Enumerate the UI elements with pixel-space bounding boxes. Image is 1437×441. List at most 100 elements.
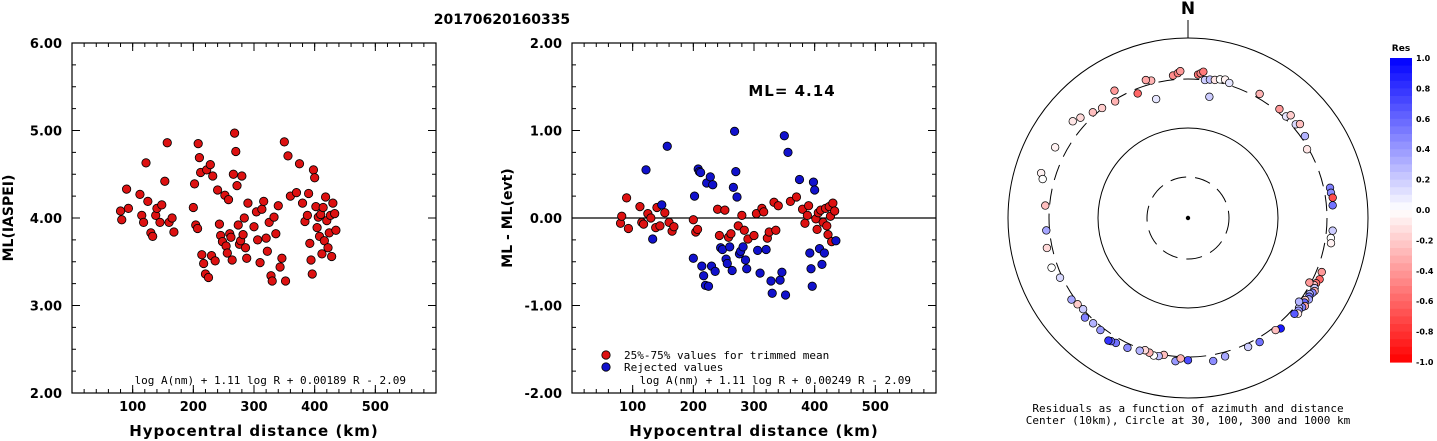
accepted-point: [749, 230, 759, 241]
rejected-point: [805, 248, 815, 258]
polar-caption-line2: Center (10km), Circle at 30, 100, 300 an…: [1026, 414, 1351, 427]
x-tick-label: 400: [801, 400, 828, 415]
colorbar-cell: [1390, 278, 1412, 287]
station-point: [261, 233, 271, 243]
station-point: [157, 200, 167, 210]
p2-x-ticks: 100 200 300 400 500: [571, 43, 937, 415]
colorbar-cell: [1390, 286, 1412, 295]
colorbar-cell: [1390, 141, 1412, 150]
station-point: [259, 196, 269, 206]
colorbar-cell: [1390, 111, 1412, 120]
station-residual-point: [1042, 243, 1052, 253]
rejected-point: [775, 275, 785, 285]
station-point: [275, 262, 285, 272]
station-point: [323, 243, 333, 253]
colorbar-tick-label: -0.6: [1416, 297, 1434, 306]
station-point: [331, 225, 341, 235]
station-residual-point: [1176, 354, 1185, 363]
north-label: N: [1181, 0, 1195, 19]
colorbar-cell: [1390, 187, 1412, 196]
colorbar-cell: [1390, 65, 1412, 74]
colorbar-cell: [1390, 80, 1412, 89]
accepted-point: [773, 201, 783, 211]
colorbar-tick-label: 0.4: [1416, 145, 1431, 154]
station-point: [305, 238, 315, 248]
station-residual-point: [1220, 352, 1230, 361]
y-tick-label: 1.00: [530, 125, 562, 140]
accepted-point: [660, 208, 670, 218]
p2-y-axis-label: ML - ML(evt): [500, 168, 516, 267]
polar-caption-line1: Residuals as a function of azimuth and d…: [1032, 402, 1343, 415]
colorbar-cells: [1390, 58, 1412, 363]
rejected-point: [807, 281, 817, 291]
panel-ml-residual: -2.00 -1.00 0.00 1.00 2.00 100 200 300 400 500 M…: [500, 37, 937, 440]
station-residual-point: [1294, 297, 1304, 306]
station-point: [122, 184, 132, 194]
station-point: [310, 173, 320, 183]
colorbar-cell: [1390, 134, 1412, 143]
rejected-point: [780, 290, 791, 300]
station-point: [308, 165, 319, 175]
station-point: [240, 243, 251, 253]
station-residual-point: [1290, 309, 1299, 319]
station-residual-point: [1055, 273, 1065, 282]
station-point: [193, 139, 203, 149]
colorbar-tick-label: 0.0: [1416, 206, 1431, 215]
p1-x-ticks: 100 200 300 400 500: [71, 43, 437, 415]
station-residual-point: [1151, 94, 1161, 104]
panel-azimuth-residuals: N Residuals as a function of azimuth and…: [1007, 0, 1369, 427]
station-point: [291, 188, 302, 198]
y-tick-label: -1.00: [525, 300, 562, 315]
y-tick-label: 0.00: [530, 212, 562, 227]
station-residual-point: [1097, 103, 1107, 113]
accepted-point: [771, 225, 781, 235]
rejected-point: [657, 200, 667, 210]
station-residual-point: [1073, 300, 1082, 309]
station-point: [267, 276, 277, 286]
station-residual-point: [1255, 337, 1264, 347]
rejected-point: [767, 288, 777, 298]
station-residual-point: [1110, 86, 1119, 95]
colorbar-tick-label: -0.4: [1416, 267, 1434, 276]
rejected-point: [708, 180, 718, 190]
colorbar-cell: [1390, 316, 1412, 325]
colorbar-cell: [1390, 331, 1412, 340]
station-point: [199, 258, 209, 269]
x-tick-label: 400: [301, 400, 328, 415]
accepted-point: [822, 221, 832, 231]
colorbar-tick-label: 1.0: [1416, 54, 1431, 63]
station-point: [327, 251, 337, 262]
station-residual-point: [1302, 145, 1312, 154]
circle-300km: [1048, 78, 1328, 358]
rejected-point: [755, 268, 765, 278]
station-point: [302, 210, 312, 220]
accepted-point: [621, 193, 632, 203]
station-residual-point: [1088, 108, 1097, 117]
station-point: [312, 223, 322, 233]
station-residual-point: [1328, 201, 1337, 210]
rejected-point: [699, 271, 709, 281]
colorbar-cell: [1390, 156, 1412, 165]
colorbar: Res 1.0 0.8 0.6 0.4 0.2 0.0 -0.2 -0.4 -0.6 -0.8 -1…: [1390, 44, 1434, 367]
colorbar-cell: [1390, 118, 1412, 127]
station-residual-point: [1051, 143, 1060, 152]
p2-legend-red-label: 25%-75% values for trimmed mean: [624, 349, 829, 362]
x-tick-label: 300: [740, 400, 767, 415]
colorbar-cell: [1390, 324, 1412, 333]
colorbar-cell: [1390, 96, 1412, 105]
accepted-point: [692, 224, 703, 234]
station-point: [233, 220, 243, 230]
p2-legend-blue-label: Rejected values: [624, 361, 723, 374]
p1-formula: log A(nm) + 1.11 log R + 0.00189 R - 2.0…: [134, 374, 406, 387]
rejected-point: [705, 172, 715, 182]
colorbar-cell: [1390, 210, 1412, 219]
y-tick-label: 6.00: [30, 37, 62, 52]
p2-points: [615, 126, 841, 300]
rejected-point: [810, 185, 820, 195]
colorbar-cell: [1390, 263, 1412, 272]
station-point: [148, 231, 158, 241]
station-residual-point: [1041, 201, 1050, 210]
station-residual-point: [1225, 78, 1234, 88]
y-tick-label: 4.00: [30, 212, 62, 227]
accepted-point: [714, 230, 725, 241]
